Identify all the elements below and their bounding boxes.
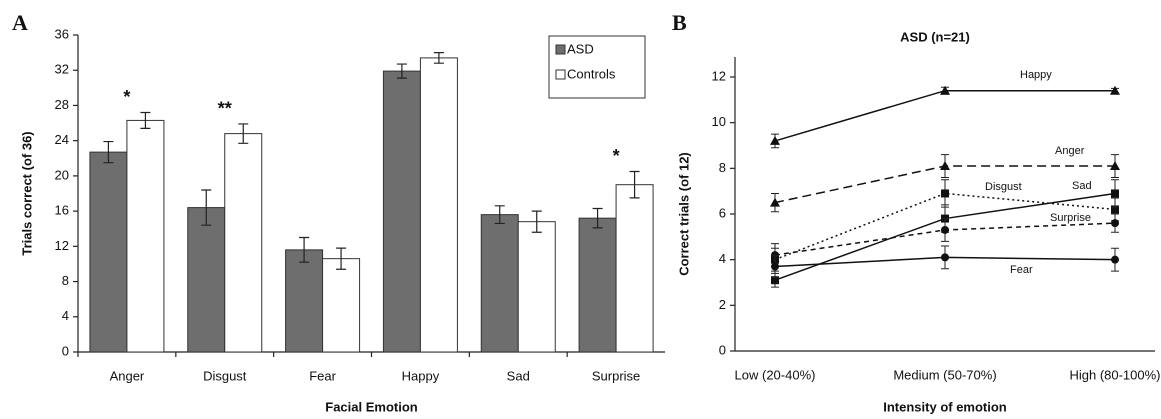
marker: [941, 253, 949, 262]
y-tick-label: 2: [719, 297, 726, 312]
error-bar: [140, 111, 151, 129]
x-axis-label: Facial Emotion: [325, 399, 418, 414]
bar: [187, 207, 226, 353]
line: [774, 192, 1116, 261]
error-bar: [592, 207, 603, 229]
bar: [224, 133, 263, 353]
marker: [771, 262, 779, 271]
legend-swatch: [555, 44, 566, 55]
marker: [1111, 205, 1119, 214]
line-label: Surprise: [1050, 212, 1091, 224]
error-bar: [531, 210, 542, 233]
y-tick-label: 12: [55, 238, 69, 253]
marker: [1111, 255, 1119, 264]
x-tick-label: Anger: [110, 368, 145, 383]
bar: [480, 214, 519, 353]
marker: [941, 225, 949, 234]
marker: [770, 135, 780, 145]
y-axis-label: Trials correct (of 36): [19, 131, 34, 255]
x-tick-label: Happy: [402, 368, 440, 383]
y-tick-label: 8: [62, 273, 69, 288]
x-tick-label: Low (20-40%): [735, 367, 816, 382]
bar: [322, 258, 361, 353]
legend-label: ASD: [567, 41, 594, 56]
line-label: Happy: [1020, 69, 1052, 81]
y-tick-label: 32: [55, 62, 69, 77]
y-tick-label: 4: [719, 251, 726, 266]
bar: [285, 249, 324, 353]
line-label: Disgust: [985, 181, 1022, 193]
bar: [89, 151, 128, 353]
x-tick-label: Disgust: [203, 368, 247, 383]
error-bar: [336, 247, 347, 270]
error-bar: [238, 123, 249, 144]
marker: [1110, 85, 1120, 95]
error-bar: [396, 63, 407, 79]
legend-label: Controls: [567, 66, 616, 81]
y-tick-label: 6: [719, 205, 726, 220]
x-tick-label: Fear: [309, 368, 336, 383]
line-label: Sad: [1072, 180, 1092, 192]
y-tick-label: 4: [62, 308, 69, 323]
marker: [1111, 189, 1119, 198]
y-tick-label: 28: [55, 97, 69, 112]
x-axis-label: Intensity of emotion: [883, 399, 1007, 414]
y-tick-label: 0: [719, 342, 726, 357]
y-tick-label: 8: [719, 160, 726, 175]
bar: [517, 221, 556, 353]
marker: [771, 276, 779, 285]
bar: [578, 217, 617, 353]
y-tick-label: 12: [712, 68, 726, 83]
y-tick-label: 0: [62, 343, 69, 358]
x-tick-label: Surprise: [592, 368, 640, 383]
marker: [940, 85, 950, 95]
marker: [770, 197, 780, 207]
y-tick-label: 24: [55, 132, 69, 147]
bar: [126, 119, 165, 353]
bar: [615, 184, 654, 353]
y-axis-label: Correct trials (of 12): [676, 152, 691, 276]
panel-label: A: [12, 10, 28, 35]
bar: [419, 57, 458, 353]
annotation: *: [613, 146, 620, 166]
annotation: **: [218, 99, 232, 119]
y-tick-label: 10: [712, 114, 726, 129]
marker: [940, 161, 950, 171]
legend-swatch: [555, 69, 566, 80]
chart-title: ASD (n=21): [900, 29, 970, 44]
panel-label: B: [672, 10, 687, 35]
annotation: *: [123, 87, 130, 107]
x-tick-label: Medium (50-70%): [893, 367, 996, 382]
marker: [941, 189, 949, 198]
marker: [1111, 219, 1119, 228]
bar: [382, 70, 421, 353]
line-label: Anger: [1055, 145, 1085, 157]
y-tick-label: 36: [55, 26, 69, 41]
error-bar: [433, 52, 444, 64]
error-bar: [201, 189, 212, 226]
y-tick-label: 16: [55, 203, 69, 218]
line-label: Fear: [1010, 264, 1033, 276]
error-bar: [494, 205, 505, 225]
error-bar: [103, 140, 114, 164]
marker: [1110, 161, 1120, 171]
legend-box: [548, 35, 646, 99]
y-tick-label: 20: [55, 167, 69, 182]
line: [774, 89, 1115, 142]
error-bar: [299, 236, 310, 263]
error-bar: [629, 170, 640, 199]
x-tick-label: High (80-100%): [1069, 367, 1160, 382]
x-tick-label: Sad: [507, 368, 530, 383]
